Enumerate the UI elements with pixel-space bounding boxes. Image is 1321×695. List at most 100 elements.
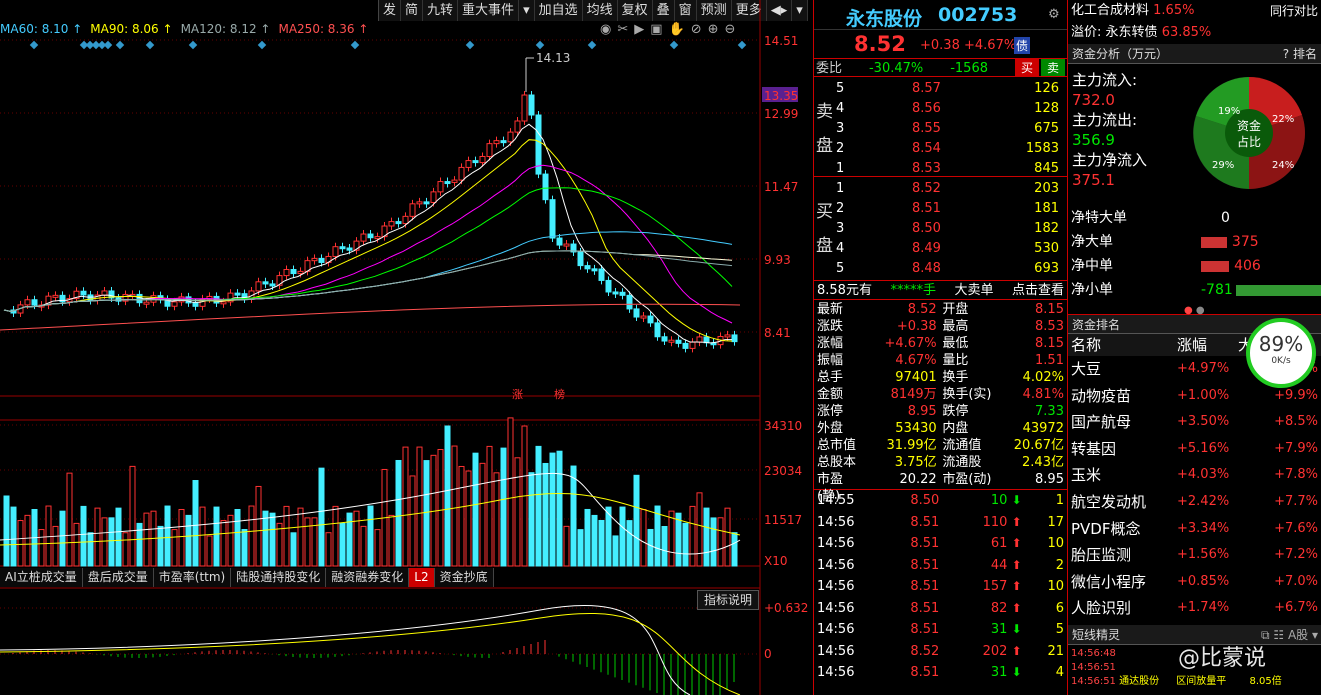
stock-name: 永东股份 bbox=[846, 8, 923, 30]
sprite-tab[interactable]: A股 bbox=[1287, 628, 1309, 642]
big-order-type: 大卖单 bbox=[954, 283, 994, 298]
toolbar-btn-5[interactable]: 加自选 bbox=[535, 0, 583, 21]
stats-row: 涨停 8.95 跌停 7.33 bbox=[817, 404, 1064, 419]
speed-gauge[interactable]: 89% 0K/s bbox=[1246, 318, 1316, 388]
help-icon[interactable]: ? bbox=[1282, 47, 1290, 61]
kline-chart-area[interactable]: 发简九转 重大事件 ▾ 加自选 均线 复权叠窗预测 更多 ◀▸ ▾ MA60: 8.10 ↑ MA… bbox=[0, 0, 812, 695]
gauge-speed: 0K/s bbox=[1271, 356, 1291, 366]
indicator-tab-2[interactable]: 市盈率(ttm) bbox=[153, 568, 232, 587]
indicator-tab-3[interactable]: 陆股通持股变化 bbox=[231, 568, 327, 587]
book-price: 8.57 bbox=[912, 81, 941, 96]
stock-code: 002753 bbox=[938, 4, 1018, 26]
toolbar-btn-1[interactable]: 简 bbox=[401, 0, 424, 21]
toolbar-btn-4[interactable]: ▾ bbox=[519, 0, 535, 21]
stats-row: 市盈(静) 20.22 市盈(动) 8.95 bbox=[817, 472, 1064, 504]
fund-header: 资金分析（万元）? 排名 bbox=[1068, 44, 1321, 64]
gauge-pct: 89% bbox=[1258, 332, 1304, 356]
tick-list: 14:55 8.50 10 ⬇ 1 14:56 8.51 110 ⬆ 17 14:56 8.51 6… bbox=[814, 490, 1067, 684]
book-price: 8.56 bbox=[912, 101, 941, 116]
toolbar-btn-10[interactable]: 预测 bbox=[697, 0, 732, 21]
price-change: +0.38 bbox=[920, 38, 960, 53]
rank-button[interactable]: 排名 bbox=[1292, 47, 1317, 61]
toolbar-btn-9[interactable]: 窗 bbox=[675, 0, 697, 21]
quote-panel: 永东股份 002753 ⚙ 8.52 +0.38 +4.67% 债 委比 -30… bbox=[813, 0, 1067, 695]
book-volume: 693 bbox=[1034, 261, 1059, 276]
netflow-row: 净大单 375 bbox=[1071, 234, 1259, 250]
indicator-tab-1[interactable]: 盘后成交量 bbox=[82, 568, 154, 587]
chart-tool-icons[interactable]: ◉✂▶▣✋⊘⊕⊖ bbox=[600, 22, 742, 37]
toolbar-btn-0[interactable]: 发 bbox=[379, 0, 402, 21]
toolbar-btn-11[interactable]: 更多 bbox=[732, 0, 767, 21]
tick-row: 14:56 8.51 31 ⬇ 4 bbox=[817, 665, 1064, 680]
rank-row[interactable]: 玉米 +4.03% +7.8% bbox=[1071, 466, 1318, 485]
toolbar-btn-2[interactable]: 九转 bbox=[423, 0, 459, 21]
book-level: 4 bbox=[836, 241, 845, 256]
toolbar-btn-12[interactable]: ◀▸ bbox=[767, 0, 793, 21]
price-axis-label: 12.99 bbox=[764, 107, 798, 121]
macd-axis-label: 0 bbox=[764, 647, 772, 661]
book-level: 5 bbox=[836, 261, 845, 276]
stats-row: 总股本 3.75亿 流通股 2.43亿 bbox=[817, 455, 1064, 470]
stats-row: 总手 97401 换手 4.02% bbox=[817, 370, 1064, 385]
toolbar-btn-3[interactable]: 重大事件 bbox=[458, 0, 520, 21]
book-price: 8.51 bbox=[912, 201, 941, 216]
stats-row: 涨幅 +4.67% 最低 8.15 bbox=[817, 336, 1064, 351]
indicator-help-button[interactable]: 指标说明 bbox=[697, 590, 760, 610]
indicator-tab-4[interactable]: 融资融券变化 bbox=[326, 568, 410, 587]
big-order-view-link[interactable]: 点击查看 bbox=[1011, 283, 1064, 298]
weibi-diff: -1568 bbox=[950, 61, 988, 76]
ma-legend: MA60: 8.10 ↑ MA90: 8.06 ↑ MA120: 8.12 ↑ MA2… bbox=[0, 22, 376, 36]
chart-toolbar: 发简九转 重大事件 ▾ 加自选 均线 复权叠窗预测 更多 ◀▸ ▾ bbox=[378, 0, 808, 21]
gear-icon[interactable]: ⚙ bbox=[1048, 7, 1060, 22]
indicator-tab-5[interactable]: L2 bbox=[409, 568, 435, 587]
rank-row[interactable]: 国产航母 +3.50% +8.5% bbox=[1071, 413, 1318, 432]
book-price: 8.53 bbox=[912, 161, 941, 176]
bond-tag[interactable]: 债 bbox=[1014, 37, 1031, 54]
vol-axis-label: 23034 bbox=[764, 464, 802, 478]
book-level: 1 bbox=[836, 161, 845, 176]
toolbar-btn-8[interactable]: 叠 bbox=[653, 0, 675, 21]
toolbar-btn-7[interactable]: 复权 bbox=[618, 0, 653, 21]
book-volume: 675 bbox=[1034, 121, 1059, 136]
ma-legend-3: MA250: 8.36 ↑ bbox=[278, 22, 369, 36]
buy-button[interactable]: 买 bbox=[1014, 59, 1039, 76]
rank-row[interactable]: 人脸识别 +1.74% +6.7% bbox=[1071, 599, 1318, 618]
rank-row[interactable]: 航空发动机 +2.42% +7.7% bbox=[1071, 492, 1318, 511]
big-order-price: 8.58元有 bbox=[817, 283, 872, 298]
stats-row: 振幅 4.67% 量比 1.51 bbox=[817, 353, 1064, 368]
rank-row[interactable]: 动物疫苗 +1.00% +9.9% bbox=[1071, 386, 1318, 405]
book-price: 8.49 bbox=[912, 241, 941, 256]
indicator-tabs[interactable]: AI立桩成交量 盘后成交量 市盈率(ttm) 陆股通持股变化 融资融券变化 L2 资金抄底 bbox=[0, 568, 494, 587]
page-dots[interactable]: ● ● bbox=[1184, 305, 1205, 316]
indicator-tab-6[interactable]: 资金抄底 bbox=[434, 568, 494, 587]
netflow-row: 净中单 406 bbox=[1071, 258, 1261, 274]
sector-name: 化工合成材料 bbox=[1071, 3, 1150, 18]
stats-row: 总市值 31.99亿 流通值 20.67亿 bbox=[817, 438, 1064, 453]
big-order-row[interactable]: 8.58元有 *****手 大卖单 点击查看 bbox=[814, 281, 1067, 300]
fund-body: 主力流入: 732.0 主力流出: 356.9 主力净流入 375.1 资金 占比 1… bbox=[1068, 64, 1321, 204]
vol-axis-label: X10 bbox=[764, 554, 788, 568]
rank-row[interactable]: 微信小程序 +0.85% +7.0% bbox=[1071, 572, 1318, 591]
price-axis-label: 9.93 bbox=[764, 253, 791, 267]
sector-row[interactable]: 化工合成材料 1.65% 同行对比 bbox=[1068, 0, 1321, 22]
pie-label-4: 24% bbox=[1272, 160, 1294, 171]
fund-figures: 主力流入: 732.0 主力流出: 356.9 主力净流入 375.1 bbox=[1072, 71, 1148, 189]
vol-axis-label: 34310 bbox=[764, 419, 802, 433]
indicator-tab-0[interactable]: AI立桩成交量 bbox=[0, 568, 83, 587]
sell-button[interactable]: 卖 bbox=[1040, 59, 1065, 76]
toolbar-btn-13[interactable]: ▾ bbox=[792, 0, 808, 21]
stats-row: 金额 8149万 换手(实) 4.81% bbox=[817, 387, 1064, 402]
rank-row[interactable]: 转基因 +5.16% +7.9% bbox=[1071, 439, 1318, 458]
watermark: @比蒙说 bbox=[1178, 646, 1267, 671]
toolbar-btn-6[interactable]: 均线 bbox=[583, 0, 618, 21]
tick-row: 14:56 8.51 31 ⬇ 5 bbox=[817, 622, 1064, 637]
book-volume: 126 bbox=[1034, 81, 1059, 96]
book-price: 8.48 bbox=[912, 261, 941, 276]
book-level: 4 bbox=[836, 101, 845, 116]
book-level: 2 bbox=[836, 141, 845, 156]
rank-row[interactable]: 胎压监测 +1.56% +7.2% bbox=[1071, 546, 1318, 565]
price-axis-label: 13.35 bbox=[764, 89, 798, 103]
rank-row[interactable]: PVDF概念 +3.34% +7.6% bbox=[1071, 519, 1318, 538]
premium-row: 溢价: 永东转债 63.85% bbox=[1068, 22, 1321, 44]
peer-compare-button[interactable]: 同行对比 bbox=[1269, 4, 1318, 18]
